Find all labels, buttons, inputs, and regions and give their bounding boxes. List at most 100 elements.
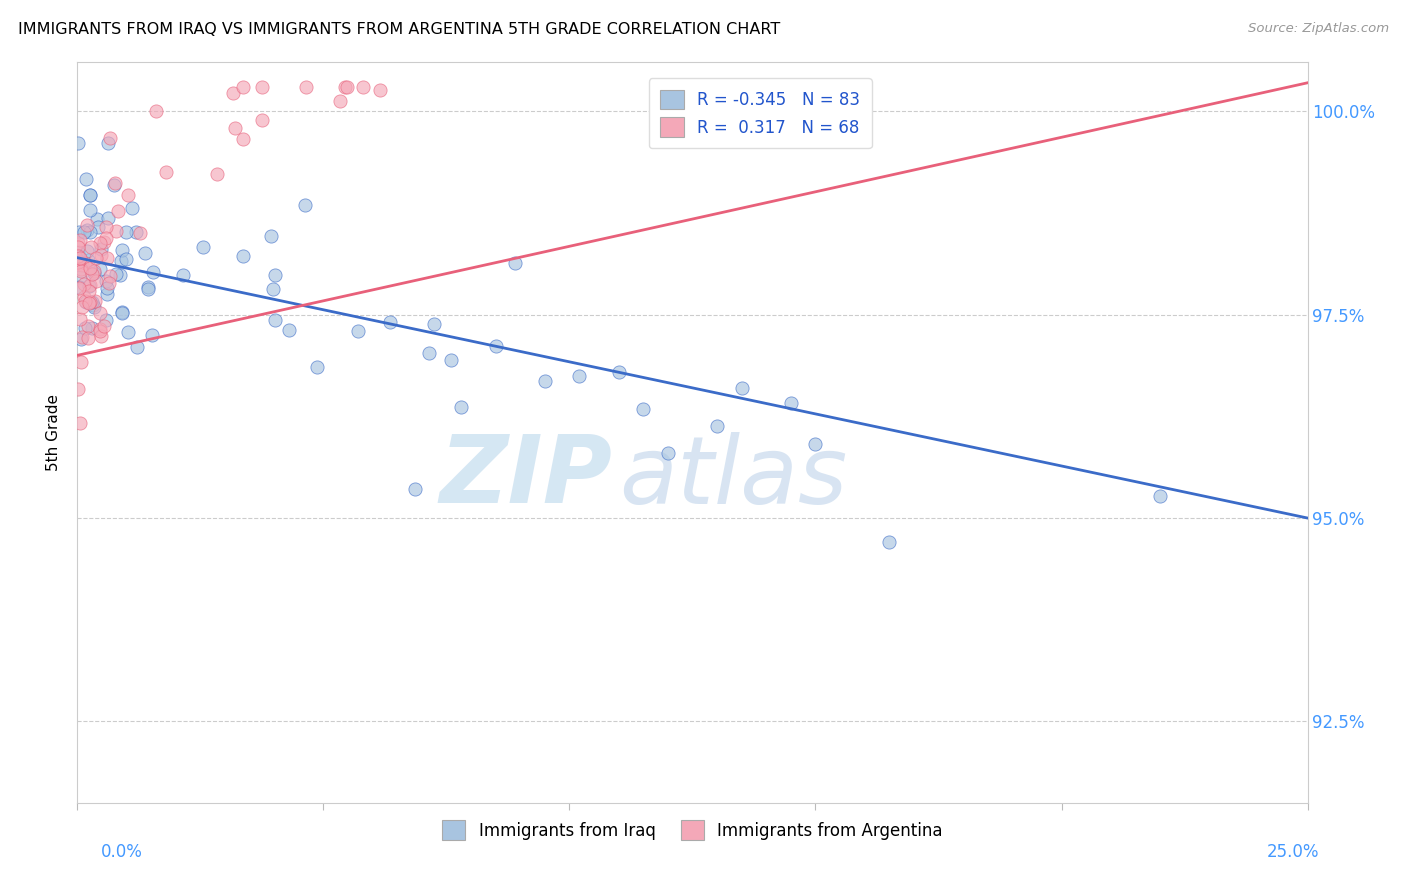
Point: [94, 313, 117, 327]
Point: [352, 79, 374, 94]
Point: [97, 276, 120, 290]
Point: [69, 332, 91, 346]
Point: [67, 255, 90, 269]
Point: [134, 245, 156, 260]
Text: IMMIGRANTS FROM IRAQ VS IMMIGRANTS FROM ARGENTINA 5TH GRADE CORRELATION CHART: IMMIGRANTS FROM IRAQ VS IMMIGRANTS FROM …: [18, 22, 780, 37]
Point: [70, 355, 93, 369]
Point: [222, 87, 245, 101]
Point: [278, 323, 301, 337]
Point: [70, 300, 93, 314]
Point: [82, 298, 104, 312]
Point: [450, 401, 472, 415]
Point: [336, 79, 359, 94]
Point: [83, 266, 105, 280]
Point: [79, 261, 101, 276]
Point: [505, 256, 527, 270]
Point: [86, 220, 108, 235]
Point: [633, 401, 655, 416]
Point: [335, 79, 357, 94]
Point: [440, 353, 463, 368]
Point: [73, 290, 96, 304]
Point: [534, 374, 557, 388]
Point: [79, 295, 101, 310]
Point: [145, 103, 167, 118]
Point: [224, 120, 246, 135]
Point: [128, 226, 150, 240]
Point: [77, 253, 100, 268]
Point: [100, 268, 122, 283]
Point: [83, 300, 105, 314]
Point: [77, 319, 100, 334]
Point: [80, 295, 103, 310]
Point: [115, 225, 138, 239]
Point: [93, 318, 115, 333]
Point: [97, 136, 120, 150]
Point: [67, 136, 90, 150]
Point: [84, 252, 107, 266]
Point: [80, 240, 103, 254]
Point: [96, 251, 118, 265]
Point: [657, 446, 679, 460]
Point: [232, 79, 254, 94]
Point: [67, 249, 90, 263]
Point: [79, 187, 101, 202]
Point: [404, 483, 426, 497]
Point: [75, 171, 97, 186]
Point: [75, 256, 97, 270]
Point: [76, 223, 98, 237]
Point: [76, 218, 98, 232]
Point: [706, 418, 728, 433]
Point: [69, 252, 91, 266]
Y-axis label: 5th Grade: 5th Grade: [46, 394, 62, 471]
Point: [90, 243, 112, 257]
Point: [262, 282, 284, 296]
Point: [89, 236, 111, 251]
Point: [67, 225, 90, 239]
Point: [155, 164, 177, 178]
Text: ZIP: ZIP: [440, 431, 613, 523]
Point: [485, 339, 508, 353]
Point: [207, 167, 229, 181]
Point: [94, 274, 117, 288]
Point: [110, 306, 132, 320]
Point: [70, 262, 93, 277]
Point: [96, 281, 118, 295]
Point: [75, 295, 97, 310]
Point: [67, 235, 90, 250]
Point: [260, 228, 283, 243]
Point: [73, 293, 96, 308]
Point: [110, 268, 132, 282]
Point: [67, 280, 90, 294]
Legend: Immigrants from Iraq, Immigrants from Argentina: Immigrants from Iraq, Immigrants from Ar…: [436, 814, 949, 847]
Point: [103, 178, 125, 193]
Point: [86, 212, 108, 227]
Point: [138, 282, 160, 296]
Point: [79, 278, 101, 293]
Point: [1149, 489, 1171, 503]
Point: [69, 270, 91, 285]
Point: [83, 264, 105, 278]
Point: [191, 240, 214, 254]
Point: [67, 240, 90, 254]
Point: [89, 306, 111, 320]
Point: [368, 83, 391, 97]
Point: [80, 267, 103, 281]
Point: [418, 345, 440, 359]
Point: [90, 248, 112, 262]
Point: [780, 395, 803, 409]
Point: [93, 235, 115, 249]
Point: [79, 203, 101, 218]
Point: [804, 437, 827, 451]
Point: [89, 324, 111, 338]
Point: [264, 313, 287, 327]
Point: [568, 369, 591, 384]
Point: [76, 244, 98, 258]
Point: [111, 243, 134, 257]
Point: [98, 130, 121, 145]
Point: [79, 225, 101, 239]
Point: [232, 132, 254, 146]
Point: [117, 188, 139, 202]
Point: [77, 331, 100, 345]
Point: [263, 268, 285, 282]
Point: [67, 253, 90, 268]
